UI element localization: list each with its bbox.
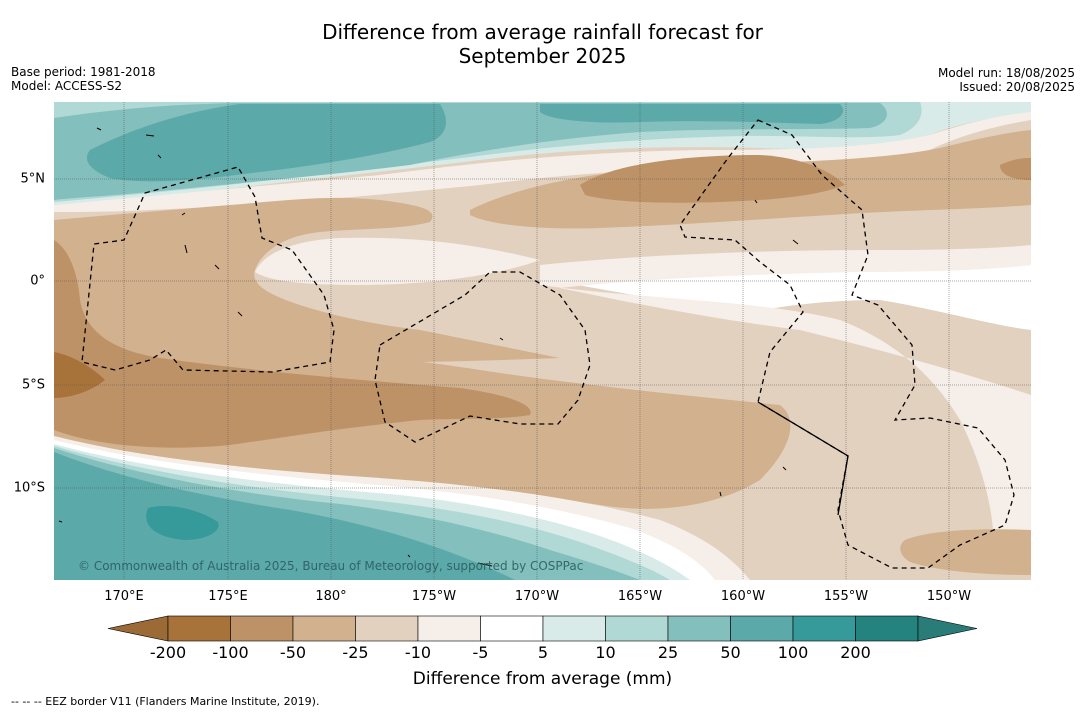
colorbar-underflow-arrow — [107, 615, 169, 642]
colorbar-tick-label: -25 — [342, 643, 369, 662]
base-period-text: Base period: 1981-2018 — [11, 65, 156, 79]
dry-10-north — [54, 112, 1031, 212]
lon-label: 160°W — [720, 589, 766, 604]
lon-label: 170°W — [514, 589, 560, 604]
lon-label: 170°E — [104, 589, 144, 604]
model-text: Model: ACCESS-S2 — [11, 79, 123, 93]
copyright-text: © Commonwealth of Australia 2025, Bureau… — [78, 559, 584, 573]
colorbar-tick-label: -10 — [404, 643, 432, 662]
issued-text: Issued: 20/08/2025 — [959, 80, 1075, 94]
colorbar-tick-label: 200 — [840, 643, 871, 662]
lon-label: 155°W — [823, 589, 869, 604]
lon-label: 180° — [315, 589, 347, 604]
meta-right: Model run: 18/08/2025 Issued: 20/08/2025 — [938, 66, 1075, 94]
lon-label: 175°E — [208, 589, 248, 604]
lat-label-10s: 10°S — [13, 480, 45, 496]
colorbar-swatch — [167, 615, 231, 642]
colorbar-tick-label: 100 — [777, 643, 809, 662]
colorbar-swatch — [355, 615, 419, 642]
colorbar-swatch — [292, 615, 356, 642]
model-run-text: Model run: 18/08/2025 — [937, 66, 1075, 80]
eez-border-solid — [757, 401, 849, 516]
dry-10-east — [540, 245, 1031, 580]
map-title: Difference from average rainfall forecas… — [0, 20, 1085, 68]
colorbar-swatch — [417, 615, 481, 642]
colorbar-tick-label: 10 — [595, 643, 616, 662]
lon-label: 150°W — [926, 589, 972, 604]
lon-label: 175°W — [411, 589, 457, 604]
colorbar-overflow-arrow — [917, 615, 978, 642]
colorbar-swatch — [792, 615, 856, 642]
eez-legend-footer: -- -- -- EEZ border V11 (Flanders Marine… — [11, 695, 320, 708]
colorbar — [107, 615, 978, 642]
south-wet-200 — [146, 505, 219, 540]
map-title-line2: September 2025 — [458, 44, 627, 68]
north-wet-100b — [540, 104, 844, 124]
map-title-line1: Difference from average rainfall forecas… — [322, 20, 763, 44]
south-wet-100 — [54, 452, 515, 580]
meta-left: Base period: 1981-2018 Model: ACCESS-S2 — [11, 65, 156, 93]
colorbar-tick-label: -5 — [472, 643, 489, 662]
colorbar-swatch — [542, 615, 606, 642]
dry-200-west — [54, 352, 105, 398]
eez-borders — [81, 119, 1015, 569]
colorbar-swatch — [605, 615, 669, 642]
map-fill-layers — [54, 102, 1031, 580]
north-wet-100 — [86, 104, 446, 182]
colorbar-tick-label: 5 — [537, 643, 549, 662]
lon-label: 165°W — [617, 589, 663, 604]
colorbar-tick-label: -200 — [149, 643, 187, 662]
colorbar-title: Difference from average (mm) — [412, 669, 673, 689]
lat-label-0: 0° — [30, 273, 45, 289]
colorbar-tick-label: 25 — [657, 643, 679, 662]
colorbar-swatch — [230, 615, 294, 642]
colorbar-swatch — [855, 615, 919, 642]
dry-50-north — [54, 197, 560, 362]
dry-100-east-edge — [1000, 158, 1031, 180]
dry-50-southeast — [900, 529, 1031, 575]
islands — [58, 127, 799, 567]
colorbar-swatch — [730, 615, 794, 642]
colorbar-tick-label: 50 — [720, 643, 741, 662]
colorbar-swatch — [667, 615, 731, 642]
dry-100-south — [54, 240, 531, 448]
colorbar-tick-label: -50 — [279, 643, 307, 662]
lat-label-5s: 5°S — [21, 377, 45, 393]
colorbar-tick-label: -100 — [212, 643, 249, 662]
colorbar-swatch — [480, 615, 544, 642]
dry-10-west-eq — [255, 237, 540, 285]
graticule — [54, 102, 1031, 580]
lat-label-5n: 5°N — [20, 171, 46, 187]
